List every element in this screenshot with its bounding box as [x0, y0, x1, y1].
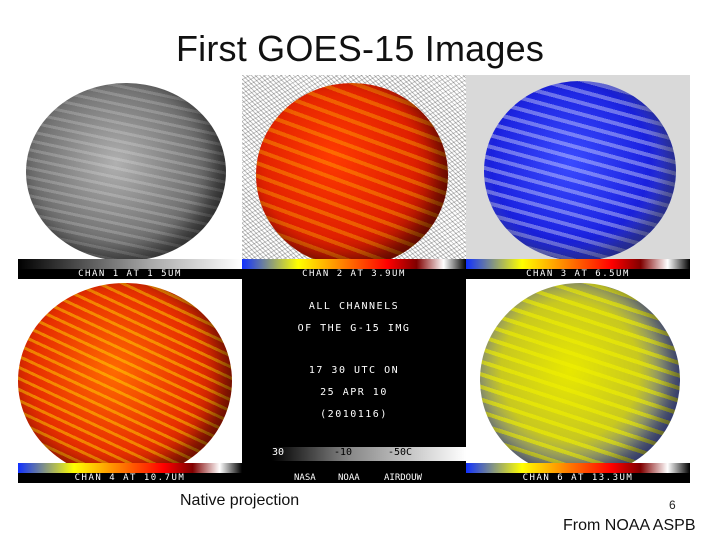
channel-6-label: CHAN 6 AT 13.3UM [466, 473, 690, 483]
colorbar-channel-1 [18, 259, 242, 269]
colorbar-channel-3 [466, 259, 690, 269]
page-number: 6 [669, 498, 676, 512]
summary-line-5: (2010116) [320, 409, 388, 420]
slide-title: First GOES-15 Images [175, 28, 545, 69]
projection-caption: Native projection [180, 492, 300, 509]
colorbar-channel-4 [18, 463, 242, 473]
earth-disk-channel-3 [484, 81, 676, 261]
colorbar-channel-2 [242, 259, 466, 269]
channel-4-label: CHAN 4 AT 10.7UM [18, 473, 242, 483]
channel-3-label: CHAN 3 AT 6.5UM [466, 269, 690, 279]
goes15-image-mosaic: CHAN 1 AT 1 5UM CHAN 2 AT 3.9UM CHAN 3 A… [18, 75, 690, 483]
colorbar-channel-6 [466, 463, 690, 473]
temperature-scale-bar [272, 447, 466, 461]
earth-disk-channel-1 [26, 83, 226, 261]
summary-line-1: ALL CHANNELS [308, 301, 400, 312]
panel-summary: ALL CHANNELS OF THE G-15 IMG 17 30 UTC O… [242, 279, 466, 483]
scale-value-1: 30 [272, 447, 285, 458]
source-credit: From NOAA ASPB [563, 517, 696, 534]
agency-airdouw: AIRDOUW [384, 473, 422, 483]
agency-nasa: NASA [294, 473, 316, 483]
panel-channel-3: CHAN 3 AT 6.5UM [466, 75, 690, 279]
panel-channel-6: CHAN 6 AT 13.3UM [466, 279, 690, 483]
agency-noaa: NOAA [338, 473, 360, 483]
summary-line-2: OF THE G-15 IMG [297, 323, 411, 334]
panel-channel-4: CHAN 4 AT 10.7UM [18, 279, 242, 483]
scale-value-2: -10 [334, 447, 353, 458]
summary-line-3: 17 30 UTC ON [308, 365, 400, 376]
panel-channel-1: CHAN 1 AT 1 5UM [18, 75, 242, 279]
agency-row: NASA NOAA AIRDOUW [242, 473, 466, 483]
summary-line-4: 25 APR 10 [320, 387, 388, 398]
channel-1-label: CHAN 1 AT 1 5UM [18, 269, 242, 279]
earth-disk-channel-4 [18, 283, 232, 479]
panel-channel-2: CHAN 2 AT 3.9UM [242, 75, 466, 279]
earth-disk-channel-6 [480, 283, 680, 477]
scale-value-3: -50C [388, 447, 413, 458]
channel-2-label: CHAN 2 AT 3.9UM [242, 269, 466, 279]
earth-disk-channel-2 [256, 83, 448, 267]
